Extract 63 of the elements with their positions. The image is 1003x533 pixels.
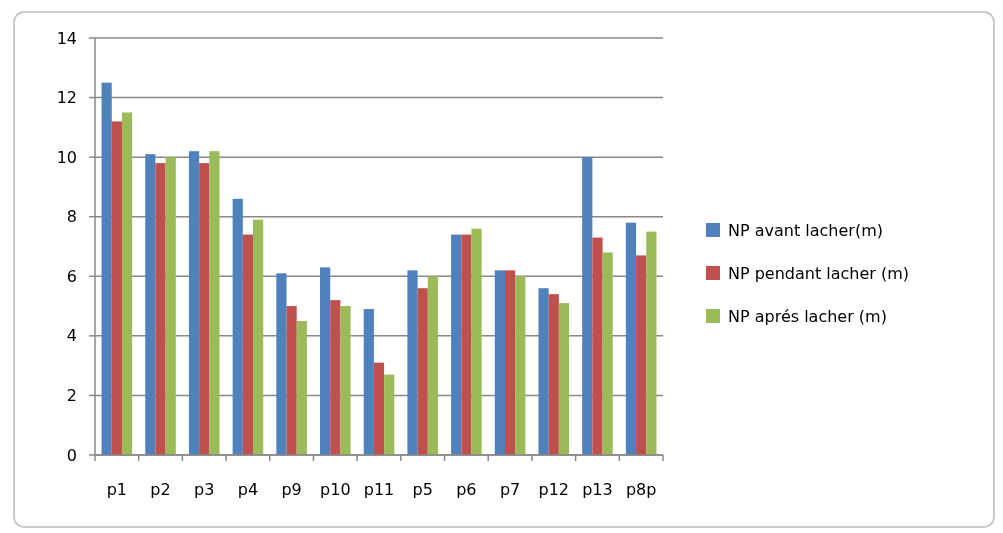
y-tick-label: 14 bbox=[56, 28, 77, 48]
y-tick-label: 10 bbox=[56, 147, 77, 167]
bar bbox=[558, 303, 570, 455]
bar bbox=[427, 276, 438, 455]
bar bbox=[384, 374, 395, 455]
bar bbox=[592, 237, 603, 455]
bar bbox=[165, 157, 176, 455]
y-tick-label: 2 bbox=[66, 386, 77, 406]
bar bbox=[242, 234, 254, 455]
y-tick-label: 12 bbox=[56, 88, 77, 108]
bar bbox=[330, 300, 341, 455]
bar bbox=[646, 231, 657, 455]
x-tick-label: p10 bbox=[320, 480, 351, 499]
bar bbox=[471, 228, 482, 455]
bar bbox=[636, 255, 647, 455]
x-tick-label: p13 bbox=[582, 480, 613, 499]
bar bbox=[253, 219, 264, 455]
bar bbox=[504, 270, 516, 455]
legend-label: NP avant lacher(m) bbox=[728, 220, 883, 240]
bar bbox=[286, 306, 297, 455]
bar bbox=[363, 309, 374, 455]
bar bbox=[145, 154, 156, 455]
bar bbox=[232, 198, 243, 455]
bar bbox=[548, 294, 559, 455]
bar bbox=[451, 234, 462, 455]
bar bbox=[340, 306, 351, 455]
y-tick-label: 0 bbox=[66, 445, 77, 465]
x-tick-label: p3 bbox=[194, 480, 215, 499]
bar bbox=[155, 163, 166, 455]
x-tick-label: p2 bbox=[150, 480, 171, 499]
bar bbox=[407, 270, 418, 455]
bar bbox=[515, 276, 526, 455]
bar bbox=[188, 151, 200, 455]
bar bbox=[461, 234, 472, 455]
bar bbox=[582, 157, 593, 455]
x-tick-label: p8p bbox=[625, 480, 657, 499]
legend-label: NP aprés lacher (m) bbox=[728, 306, 887, 326]
bar bbox=[417, 288, 428, 455]
bar bbox=[320, 267, 331, 455]
y-tick-label: 8 bbox=[66, 207, 77, 227]
y-tick-label: 4 bbox=[66, 326, 77, 346]
legend-label: NP pendant lacher (m) bbox=[728, 263, 910, 283]
x-tick-label: p1 bbox=[106, 480, 128, 499]
x-tick-label: p6 bbox=[456, 480, 477, 499]
x-tick-label: p5 bbox=[412, 480, 433, 499]
bar bbox=[373, 362, 385, 455]
bar bbox=[538, 288, 549, 455]
x-tick-label: p11 bbox=[363, 480, 395, 499]
x-tick-label: p7 bbox=[499, 480, 521, 499]
bar bbox=[276, 273, 287, 455]
x-tick-label: p12 bbox=[538, 480, 570, 499]
x-tick-label: p9 bbox=[281, 480, 302, 499]
bar bbox=[101, 82, 112, 455]
bar bbox=[121, 112, 133, 455]
bar bbox=[199, 163, 210, 455]
bar bbox=[625, 222, 637, 455]
bar bbox=[209, 151, 220, 455]
x-tick-label: p4 bbox=[237, 480, 259, 499]
bar bbox=[494, 270, 505, 455]
y-tick-label: 6 bbox=[66, 266, 77, 286]
bar bbox=[296, 320, 307, 455]
bar bbox=[111, 121, 122, 455]
bar bbox=[602, 252, 613, 455]
